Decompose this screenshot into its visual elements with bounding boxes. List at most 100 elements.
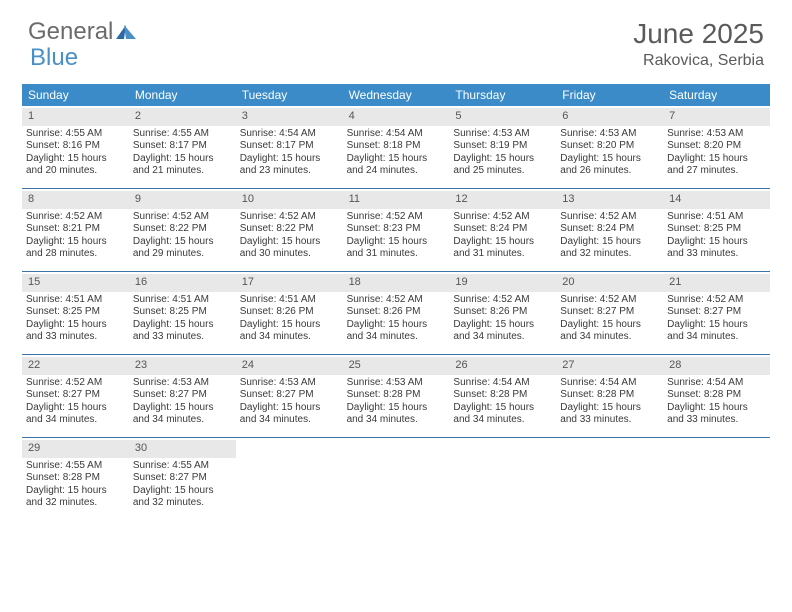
day-cell <box>343 438 450 520</box>
daylight-text: Daylight: 15 hours and 33 minutes. <box>667 236 766 261</box>
daylight-text: Daylight: 15 hours and 25 minutes. <box>453 153 552 178</box>
sunset-text: Sunset: 8:17 PM <box>240 140 339 153</box>
daylight-text: Daylight: 15 hours and 34 minutes. <box>240 319 339 344</box>
sunrise-text: Sunrise: 4:54 AM <box>667 377 766 390</box>
day-number: 28 <box>663 357 770 375</box>
daylight-text: Daylight: 15 hours and 34 minutes. <box>26 402 125 427</box>
sunrise-text: Sunrise: 4:53 AM <box>133 377 232 390</box>
day-cell: 23Sunrise: 4:53 AMSunset: 8:27 PMDayligh… <box>129 355 236 437</box>
day-cell: 30Sunrise: 4:55 AMSunset: 8:27 PMDayligh… <box>129 438 236 520</box>
sunrise-text: Sunrise: 4:53 AM <box>667 128 766 141</box>
day-number: 2 <box>129 108 236 126</box>
day-cell: 1Sunrise: 4:55 AMSunset: 8:16 PMDaylight… <box>22 106 129 188</box>
day-number: 11 <box>343 191 450 209</box>
day-cell <box>236 438 343 520</box>
day-cell: 12Sunrise: 4:52 AMSunset: 8:24 PMDayligh… <box>449 189 556 271</box>
week-row: 8Sunrise: 4:52 AMSunset: 8:21 PMDaylight… <box>22 189 770 272</box>
dayhead-thu: Thursday <box>449 84 556 106</box>
day-cell: 20Sunrise: 4:52 AMSunset: 8:27 PMDayligh… <box>556 272 663 354</box>
sunrise-text: Sunrise: 4:52 AM <box>240 211 339 224</box>
day-number: 22 <box>22 357 129 375</box>
title-block: June 2025 Rakovica, Serbia <box>633 18 764 70</box>
daylight-text: Daylight: 15 hours and 30 minutes. <box>240 236 339 261</box>
sunset-text: Sunset: 8:16 PM <box>26 140 125 153</box>
dayhead-fri: Friday <box>556 84 663 106</box>
sunset-text: Sunset: 8:28 PM <box>347 389 446 402</box>
day-number: 24 <box>236 357 343 375</box>
sunrise-text: Sunrise: 4:52 AM <box>667 294 766 307</box>
sunset-text: Sunset: 8:25 PM <box>26 306 125 319</box>
dayhead-sun: Sunday <box>22 84 129 106</box>
day-cell: 18Sunrise: 4:52 AMSunset: 8:26 PMDayligh… <box>343 272 450 354</box>
sunrise-text: Sunrise: 4:54 AM <box>453 377 552 390</box>
logo-text-2: Blue <box>30 44 78 72</box>
daylight-text: Daylight: 15 hours and 34 minutes. <box>133 402 232 427</box>
sunset-text: Sunset: 8:28 PM <box>453 389 552 402</box>
day-cell: 17Sunrise: 4:51 AMSunset: 8:26 PMDayligh… <box>236 272 343 354</box>
sunset-text: Sunset: 8:28 PM <box>560 389 659 402</box>
daylight-text: Daylight: 15 hours and 21 minutes. <box>133 153 232 178</box>
weeks-container: 1Sunrise: 4:55 AMSunset: 8:16 PMDaylight… <box>22 106 770 520</box>
sunset-text: Sunset: 8:17 PM <box>133 140 232 153</box>
day-number: 6 <box>556 108 663 126</box>
sunrise-text: Sunrise: 4:52 AM <box>560 211 659 224</box>
daylight-text: Daylight: 15 hours and 31 minutes. <box>347 236 446 261</box>
day-number: 18 <box>343 274 450 292</box>
day-number: 27 <box>556 357 663 375</box>
sunset-text: Sunset: 8:18 PM <box>347 140 446 153</box>
sunset-text: Sunset: 8:24 PM <box>453 223 552 236</box>
sunrise-text: Sunrise: 4:53 AM <box>560 128 659 141</box>
sunset-text: Sunset: 8:20 PM <box>667 140 766 153</box>
sunset-text: Sunset: 8:19 PM <box>453 140 552 153</box>
day-number: 9 <box>129 191 236 209</box>
sunrise-text: Sunrise: 4:53 AM <box>453 128 552 141</box>
sunset-text: Sunset: 8:23 PM <box>347 223 446 236</box>
day-cell: 21Sunrise: 4:52 AMSunset: 8:27 PMDayligh… <box>663 272 770 354</box>
dayhead-wed: Wednesday <box>343 84 450 106</box>
daylight-text: Daylight: 15 hours and 26 minutes. <box>560 153 659 178</box>
day-cell: 28Sunrise: 4:54 AMSunset: 8:28 PMDayligh… <box>663 355 770 437</box>
daylight-text: Daylight: 15 hours and 34 minutes. <box>453 319 552 344</box>
sunrise-text: Sunrise: 4:52 AM <box>133 211 232 224</box>
logo-triangle2-icon <box>124 25 136 39</box>
sunrise-text: Sunrise: 4:54 AM <box>560 377 659 390</box>
day-number: 14 <box>663 191 770 209</box>
sunset-text: Sunset: 8:25 PM <box>133 306 232 319</box>
daylight-text: Daylight: 15 hours and 32 minutes. <box>133 485 232 510</box>
sunrise-text: Sunrise: 4:55 AM <box>26 128 125 141</box>
day-number: 3 <box>236 108 343 126</box>
sunset-text: Sunset: 8:22 PM <box>240 223 339 236</box>
day-cell: 24Sunrise: 4:53 AMSunset: 8:27 PMDayligh… <box>236 355 343 437</box>
logo-text-1: General <box>28 18 113 46</box>
sunset-text: Sunset: 8:26 PM <box>240 306 339 319</box>
sunrise-text: Sunrise: 4:52 AM <box>347 211 446 224</box>
day-cell: 27Sunrise: 4:54 AMSunset: 8:28 PMDayligh… <box>556 355 663 437</box>
week-row: 15Sunrise: 4:51 AMSunset: 8:25 PMDayligh… <box>22 272 770 355</box>
sunset-text: Sunset: 8:24 PM <box>560 223 659 236</box>
day-number: 23 <box>129 357 236 375</box>
header: General June 2025 Rakovica, Serbia <box>0 0 792 78</box>
daylight-text: Daylight: 15 hours and 34 minutes. <box>560 319 659 344</box>
sunrise-text: Sunrise: 4:53 AM <box>347 377 446 390</box>
day-number: 4 <box>343 108 450 126</box>
day-cell <box>556 438 663 520</box>
day-number: 17 <box>236 274 343 292</box>
week-row: 22Sunrise: 4:52 AMSunset: 8:27 PMDayligh… <box>22 355 770 438</box>
daylight-text: Daylight: 15 hours and 33 minutes. <box>26 319 125 344</box>
sunset-text: Sunset: 8:28 PM <box>26 472 125 485</box>
dayhead-mon: Monday <box>129 84 236 106</box>
sunrise-text: Sunrise: 4:53 AM <box>240 377 339 390</box>
logo: General <box>28 18 137 46</box>
sunset-text: Sunset: 8:21 PM <box>26 223 125 236</box>
day-cell: 19Sunrise: 4:52 AMSunset: 8:26 PMDayligh… <box>449 272 556 354</box>
sunset-text: Sunset: 8:27 PM <box>133 472 232 485</box>
day-number: 13 <box>556 191 663 209</box>
day-number: 10 <box>236 191 343 209</box>
day-cell: 2Sunrise: 4:55 AMSunset: 8:17 PMDaylight… <box>129 106 236 188</box>
page-title: June 2025 <box>633 18 764 50</box>
daylight-text: Daylight: 15 hours and 34 minutes. <box>347 319 446 344</box>
day-cell: 4Sunrise: 4:54 AMSunset: 8:18 PMDaylight… <box>343 106 450 188</box>
daylight-text: Daylight: 15 hours and 23 minutes. <box>240 153 339 178</box>
week-row: 29Sunrise: 4:55 AMSunset: 8:28 PMDayligh… <box>22 438 770 520</box>
day-header-row: Sunday Monday Tuesday Wednesday Thursday… <box>22 84 770 106</box>
